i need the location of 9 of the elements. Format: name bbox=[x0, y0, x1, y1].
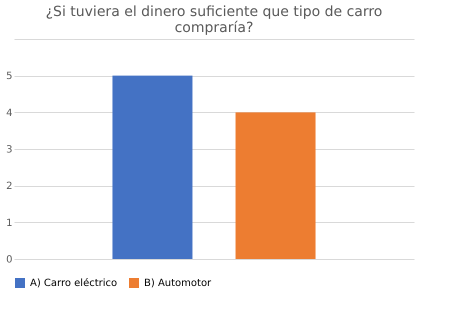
y-tick-label: 4 bbox=[6, 108, 12, 119]
y-tick-label: 1 bbox=[6, 218, 12, 229]
chart-title: ¿Si tuviera el dinero suficiente que tipo de carro compraría? bbox=[46, 4, 382, 36]
legend-label: A) Carro eléctrico bbox=[30, 278, 118, 289]
y-tick-label: 3 bbox=[6, 144, 12, 156]
legend-label: B) Automotor bbox=[144, 278, 212, 289]
y-tick-label: 5 bbox=[6, 71, 12, 82]
y-tick-label: 0 bbox=[6, 254, 12, 266]
y-tick-label: 2 bbox=[6, 181, 12, 192]
